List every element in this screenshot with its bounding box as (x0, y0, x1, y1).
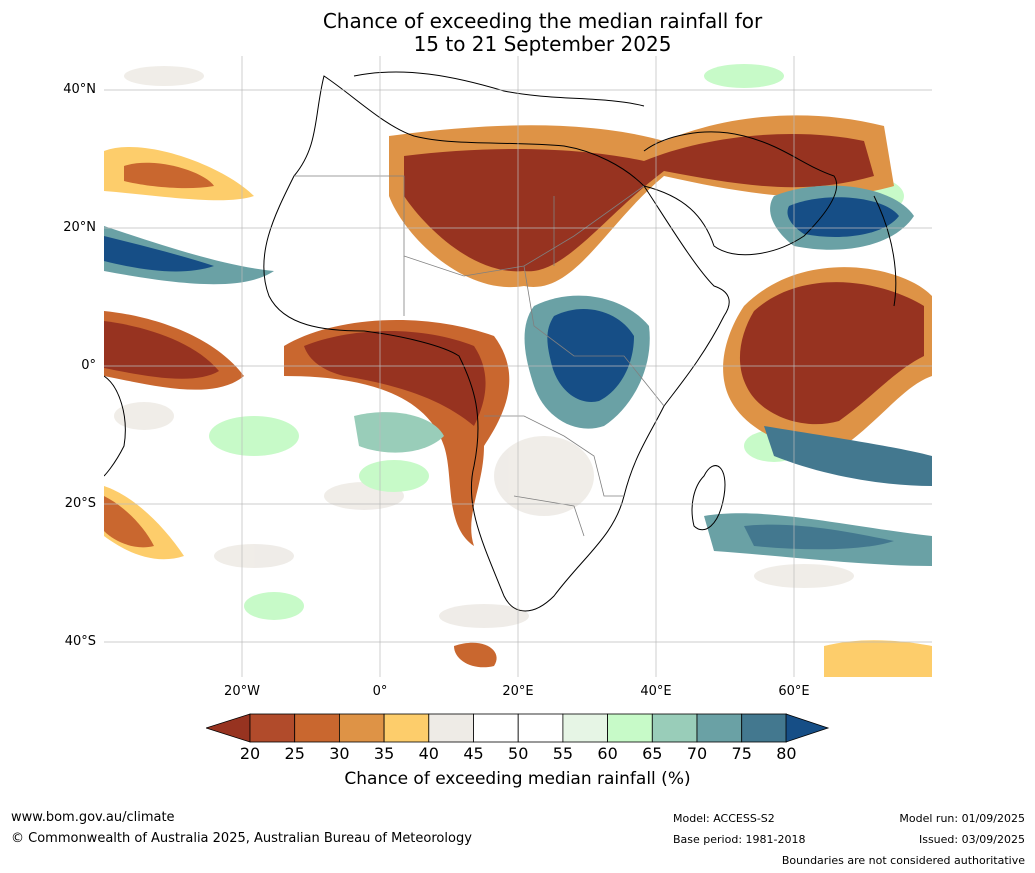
colorbar-segment (607, 713, 653, 743)
colorbar-tick-label: 75 (731, 744, 752, 763)
colorbar-tick-label: 50 (508, 744, 529, 763)
colorbar-tick-label: 40 (418, 744, 439, 763)
colorbar-high-arrow (785, 713, 830, 743)
title-line-1: Chance of exceeding the median rainfall … (322, 9, 763, 33)
model-run-text: Model run: 01/09/2025 (899, 812, 1025, 825)
colorbar-label: Chance of exceeding median rainfall (%) (344, 769, 691, 789)
colorbar-tick-label: 60 (597, 744, 618, 763)
website-link[interactable]: www.bom.gov.au/climate (11, 810, 175, 825)
colorbar-segment (249, 713, 296, 743)
colorbar-segment (473, 713, 519, 743)
wet-anomaly-regions (104, 185, 932, 566)
colorbar-tick-label: 65 (642, 744, 663, 763)
rainfall-map (104, 56, 932, 677)
colorbar-tick-label: 20 (239, 744, 261, 763)
lon-label-40e: 40°E (640, 684, 672, 699)
graticule (104, 56, 932, 677)
country-borders (294, 175, 665, 537)
lon-label-60e: 60°E (778, 684, 810, 699)
model-text: Model: ACCESS-S2 (673, 812, 775, 825)
lat-label-20s: 20°S (64, 496, 96, 511)
colorbar-segment (428, 713, 474, 743)
coastlines (104, 71, 897, 612)
colorbar-tick-label: 80 (776, 744, 797, 763)
colorbar-segment (338, 713, 385, 743)
colorbar-tick-label: 30 (329, 744, 350, 763)
copyright-text: © Commonwealth of Australia 2025, Austra… (11, 831, 472, 846)
colorbar-segments (249, 713, 787, 743)
colorbar-segment (562, 713, 608, 743)
colorbar (206, 713, 830, 743)
colorbar-tick-label: 35 (373, 744, 395, 763)
neutral-patches (114, 66, 854, 628)
lat-label-40s: 40°S (64, 634, 96, 649)
lat-label-0: 0° (81, 358, 96, 373)
colorbar-segment (294, 713, 340, 743)
dry-anomaly-regions (104, 115, 932, 677)
map-title: Chance of exceeding the median rainfall … (0, 10, 1035, 56)
colorbar-segment (741, 713, 787, 743)
title-line-2: 15 to 21 September 2025 (413, 32, 672, 56)
colorbar-segment (696, 713, 743, 743)
lat-label-20n: 20°N (63, 220, 96, 235)
colorbar-segment (517, 713, 564, 743)
lat-label-40n: 40°N (63, 82, 96, 97)
colorbar-tick-label: 25 (284, 744, 305, 763)
colorbar-tick-label: 45 (463, 744, 484, 763)
lon-label-0: 0° (372, 684, 388, 699)
lon-label-20w: 20°W (224, 684, 260, 699)
colorbar-tick-label: 55 (552, 744, 574, 763)
disclaimer-text: Boundaries are not considered authoritat… (781, 854, 1025, 867)
colorbar-tick-label: 70 (686, 744, 708, 763)
colorbar-segment (651, 713, 698, 743)
issued-text: Issued: 03/09/2025 (918, 833, 1025, 846)
colorbar-segment (383, 713, 430, 743)
base-period-text: Base period: 1981-2018 (673, 833, 806, 846)
colorbar-low-arrow (206, 713, 251, 743)
lon-label-20e: 20°E (502, 684, 534, 699)
